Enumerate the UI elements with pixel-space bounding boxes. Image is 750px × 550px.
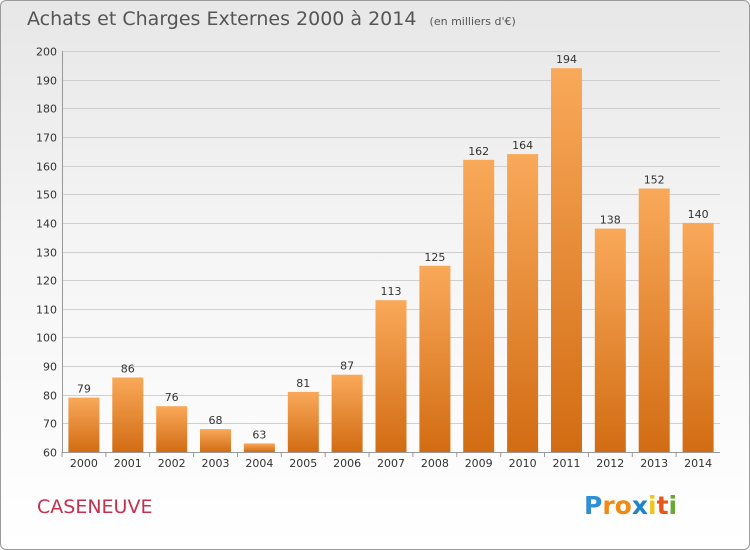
bar-value-label: 140 xyxy=(688,208,709,221)
bar-value-label: 63 xyxy=(252,428,266,441)
y-tick-label: 120 xyxy=(36,275,57,288)
y-tick-label: 200 xyxy=(36,46,57,59)
x-tick-label: 2010 xyxy=(509,457,537,470)
y-tick-label: 90 xyxy=(43,361,57,374)
x-tick-label: 2013 xyxy=(640,457,668,470)
axis-layer: 60 70 80 90 100 110 120 130 140 150 160 170 180 190 20… xyxy=(36,46,720,470)
x-tick-label: 2014 xyxy=(684,457,712,470)
x-tick-label: 2002 xyxy=(158,457,186,470)
bar xyxy=(112,377,144,452)
x-tick-label: 2001 xyxy=(114,457,142,470)
commune-name: CASENEUVE xyxy=(37,496,153,518)
logo-letter: i xyxy=(668,491,678,520)
bar-value-label: 87 xyxy=(340,360,354,373)
y-tick-label: 130 xyxy=(36,247,57,260)
logo-letter: x xyxy=(631,491,648,520)
y-tick-label: 150 xyxy=(36,189,57,202)
proxiti-logo: Proxiti xyxy=(584,491,677,520)
bar xyxy=(68,397,100,452)
x-tick-label: 2007 xyxy=(377,457,405,470)
bar-value-label: 162 xyxy=(468,145,489,158)
bar-value-label: 68 xyxy=(209,414,223,427)
bar xyxy=(419,265,451,452)
logo-letter: P xyxy=(584,491,603,520)
y-tick-label: 60 xyxy=(43,447,57,460)
bar-value-label: 81 xyxy=(296,377,310,390)
y-tick-label: 100 xyxy=(36,332,57,345)
bar xyxy=(375,300,407,452)
x-tick-label: 2003 xyxy=(202,457,230,470)
y-tick-label: 110 xyxy=(36,304,57,317)
bar xyxy=(200,429,231,452)
chart-title-text: Achats et Charges Externes 2000 à 2014 xyxy=(27,8,417,30)
y-tick-label: 80 xyxy=(43,390,57,403)
bar-value-label: 125 xyxy=(424,251,445,264)
logo-letter: r xyxy=(602,491,615,520)
logo-letter: t xyxy=(656,491,669,520)
bar-value-label: 86 xyxy=(121,363,135,376)
bar-value-label: 138 xyxy=(600,214,621,227)
x-tick-label: 2012 xyxy=(596,457,624,470)
bar xyxy=(551,68,582,452)
x-tick-label: 2006 xyxy=(333,457,361,470)
bar-value-label: 152 xyxy=(644,174,665,187)
y-tick-label: 170 xyxy=(36,132,57,145)
bar xyxy=(682,222,714,452)
x-tick-label: 2011 xyxy=(553,457,581,470)
bar-value-label: 79 xyxy=(77,383,91,396)
logo-letter: i xyxy=(648,491,657,520)
y-tick-label: 140 xyxy=(36,218,57,231)
logo-letter: o xyxy=(614,491,632,520)
bar xyxy=(463,159,495,453)
x-tick-label: 2008 xyxy=(421,457,449,470)
bar xyxy=(638,188,670,452)
bar xyxy=(594,228,626,452)
bars-layer: 79 86 76 68 63 81 87 113 125 162 164 194 138 152 140 xyxy=(68,53,714,453)
bar xyxy=(331,374,363,452)
bar xyxy=(287,391,319,452)
bar-value-label: 113 xyxy=(381,285,402,298)
x-tick-label: 2005 xyxy=(289,457,317,470)
bar-value-label: 194 xyxy=(556,53,577,66)
y-tick-label: 160 xyxy=(36,161,57,174)
chart-unit-text: (en milliers d'€) xyxy=(429,15,516,28)
bar-value-label: 76 xyxy=(165,391,179,404)
chart-title: Achats et Charges Externes 2000 à 2014 (… xyxy=(27,8,516,30)
x-tick-label: 2009 xyxy=(465,457,493,470)
y-tick-label: 70 xyxy=(43,418,57,431)
bar xyxy=(243,443,275,452)
x-tick-label: 2000 xyxy=(70,457,98,470)
bar xyxy=(156,406,188,452)
y-tick-label: 180 xyxy=(36,103,57,116)
bar xyxy=(507,154,539,452)
bar-value-label: 164 xyxy=(512,139,533,152)
y-tick-label: 190 xyxy=(36,75,57,88)
x-tick-label: 2004 xyxy=(245,457,273,470)
